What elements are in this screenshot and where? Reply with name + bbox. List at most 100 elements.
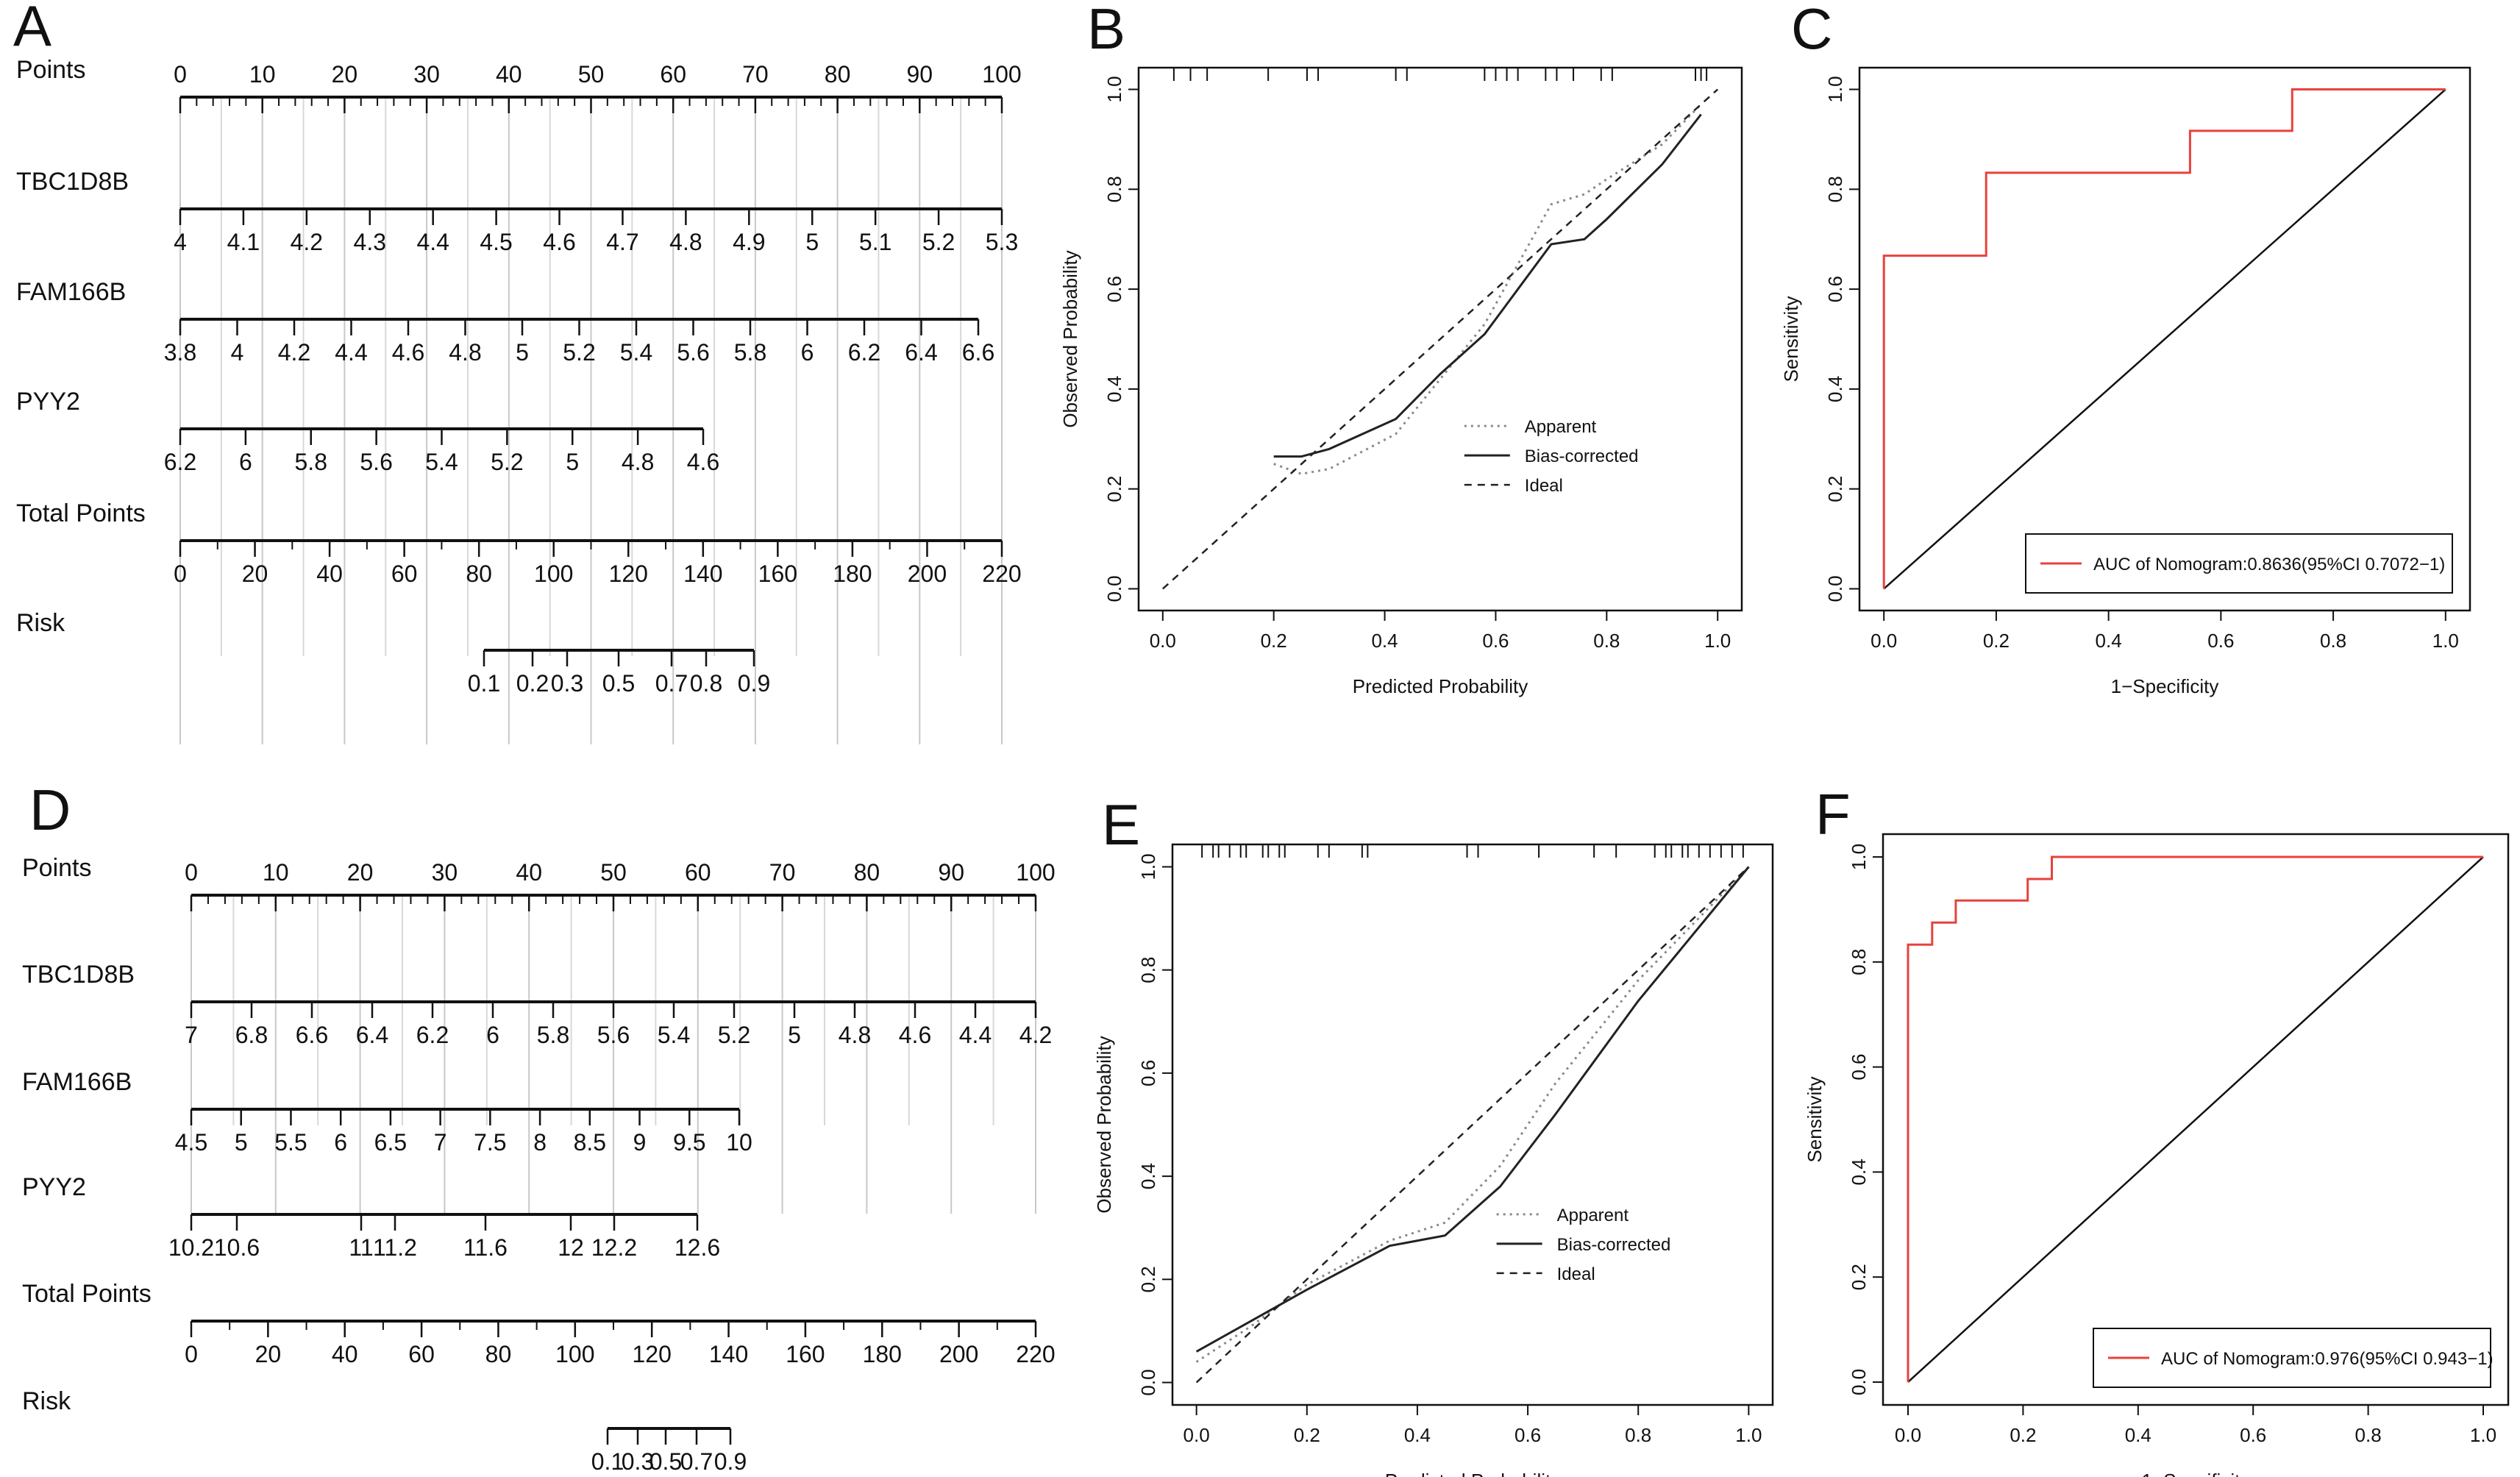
legend-label: Apparent [1557, 1206, 1629, 1225]
nomogram-tick-label: 9 [633, 1129, 647, 1156]
nomogram-tick-label: 4.2 [278, 339, 310, 366]
nomogram-tick-label: 4.4 [335, 339, 367, 366]
y-tick-label: 0.8 [1137, 957, 1159, 983]
nomogram-tick-label: 5.2 [718, 1022, 750, 1048]
nomogram-tick-label: 180 [833, 560, 872, 587]
nomogram-tick-label: 90 [938, 859, 964, 886]
nomogram-tick-label: 4.9 [733, 229, 765, 255]
nomogram-tick-label: 0 [185, 1341, 198, 1367]
nomogram-row-label: Total Points [22, 1280, 152, 1308]
y-tick-label: 1.0 [1137, 853, 1159, 880]
reference-diagonal [1907, 856, 2484, 1383]
nomogram-tick-label: 12 [558, 1234, 584, 1261]
nomogram-tick-label: 0.7 [680, 1448, 713, 1475]
x-tick-label: 0.2 [1261, 630, 1287, 652]
nomogram-tick-label: 4.1 [227, 229, 260, 255]
panel-label-e: E [1102, 792, 1140, 857]
y-tick-label: 0.6 [1103, 276, 1125, 302]
x-tick-label: 1.0 [2432, 630, 2459, 652]
y-tick-label: 0.4 [1137, 1163, 1159, 1189]
x-axis-title: 1−Specificity [2111, 675, 2219, 697]
nomogram-tick-label: 8 [533, 1129, 547, 1156]
nomogram-tick-label: 5 [516, 339, 529, 366]
y-tick-label: 1.0 [1103, 76, 1125, 102]
y-tick-label: 1.0 [1848, 844, 1870, 870]
plot-frame [1137, 66, 1743, 612]
nomogram-tick-label: 11.6 [463, 1234, 508, 1261]
nomogram-tick-label: 200 [939, 1341, 978, 1367]
legend-label: Bias-corrected [1557, 1235, 1671, 1255]
roc-plot-c: 0.0 0.2 0.4 0.6 0.8 1.0 0.0 0.2 0.4 0.6 0.8 1.0 1−Sp… [1780, 66, 2471, 697]
y-axis-title: Observed Probability [1093, 1036, 1115, 1213]
nomogram-row-label: TBC1D8B [22, 961, 135, 989]
x-tick-label: 1.0 [1704, 630, 1731, 652]
y-tick-label: 0.0 [1824, 575, 1846, 602]
nomogram-tick-label: 140 [709, 1341, 748, 1367]
nomogram-tick-label: 70 [769, 859, 796, 886]
nomogram-tick-label: 20 [255, 1341, 282, 1367]
legend-label: AUC of Nomogram:0.976(95%CI 0.943−1) [2161, 1349, 2494, 1369]
nomogram-tick-label: 0.9 [714, 1448, 747, 1475]
series-line-apparent [1273, 103, 1702, 475]
panel-label-b: B [1087, 0, 1125, 61]
nomogram-tick-label: 4.5 [480, 229, 512, 255]
nomogram-row-label: Points [22, 854, 92, 882]
x-tick-label: 0.0 [1871, 630, 1897, 652]
nomogram-row-label: FAM166B [22, 1068, 132, 1096]
legend-box [2093, 1328, 2491, 1388]
nomogram-tick-label: 4.6 [899, 1022, 931, 1048]
nomogram-tick-label: 80 [485, 1341, 512, 1367]
x-tick-label: 1.0 [2470, 1424, 2496, 1446]
nomogram-tick-label: 0 [174, 61, 187, 88]
nomogram-tick-label: 0.9 [738, 670, 770, 697]
y-axis-title: Sensitivity [1804, 1076, 1826, 1162]
legend-label: Bias-corrected [1525, 446, 1639, 466]
series-line-bias-corrected [1195, 866, 1750, 1353]
nomogram-row-label: PYY2 [22, 1173, 86, 1201]
y-tick-label: 0.8 [1824, 176, 1846, 202]
nomogram-tick-label: 6.6 [296, 1022, 328, 1048]
y-tick-label: 0.6 [1824, 276, 1846, 302]
nomogram-tick-label: 4.2 [1019, 1022, 1052, 1048]
y-tick-label: 1.0 [1824, 76, 1846, 102]
nomogram-tick-label: 0.3 [551, 670, 583, 697]
nomogram-row-label: Total Points [16, 499, 146, 527]
nomogram-tick-label: 7.5 [474, 1129, 506, 1156]
nomogram-tick-label: 30 [432, 859, 458, 886]
x-tick-label: 0.0 [1184, 1424, 1210, 1446]
y-tick-label: 0.2 [1848, 1264, 1870, 1290]
nomogram-row-label: FAM166B [16, 278, 126, 306]
x-tick-label: 0.2 [2010, 1424, 2036, 1446]
nomogram-tick-label: 5.6 [360, 449, 392, 475]
x-tick-label: 0.0 [1150, 630, 1176, 652]
nomogram-tick-label: 6.2 [164, 449, 196, 475]
nomogram-row-label: Points [16, 56, 86, 84]
x-axis-title: Predicted Probability [1385, 1470, 1560, 1477]
nomogram-tick-label: 0.8 [690, 670, 722, 697]
nomogram-tick-label: 6.4 [356, 1022, 388, 1048]
nomogram-tick-label: 7 [185, 1022, 198, 1048]
y-tick-label: 0.8 [1848, 949, 1870, 975]
nomogram-tick-label: 220 [1016, 1341, 1055, 1367]
nomogram-tick-label: 100 [534, 560, 573, 587]
x-tick-label: 0.4 [1371, 630, 1398, 652]
y-tick-label: 0.2 [1824, 476, 1846, 502]
nomogram-tick-label: 0.5 [649, 1448, 682, 1475]
nomogram-tick-label: 6 [486, 1022, 499, 1048]
y-tick-label: 0.2 [1137, 1266, 1159, 1292]
nomogram-tick-label: 11 [349, 1234, 373, 1261]
y-tick-label: 0.4 [1824, 376, 1846, 402]
nomogram-tick-label: 5.6 [597, 1022, 630, 1048]
calibration-plot-e: 0.0 0.2 0.4 0.6 0.8 1.0 0.0 0.2 0.4 0.6 0.8 1.0 Pred… [1093, 843, 1774, 1477]
nomogram-tick-label: 100 [1016, 859, 1055, 886]
nomogram-tick-label: 10.6 [214, 1234, 260, 1261]
nomogram-tick-label: 4 [231, 339, 244, 366]
nomogram-tick-label: 4.4 [416, 229, 449, 255]
series-line-apparent [1195, 866, 1750, 1363]
nomogram-tick-label: 4.8 [622, 449, 654, 475]
nomogram-tick-label: 6 [801, 339, 814, 366]
nomogram-tick-label: 5.2 [922, 229, 955, 255]
x-tick-label: 0.8 [2355, 1424, 2382, 1446]
y-axis-title: Observed Probability [1059, 250, 1081, 427]
